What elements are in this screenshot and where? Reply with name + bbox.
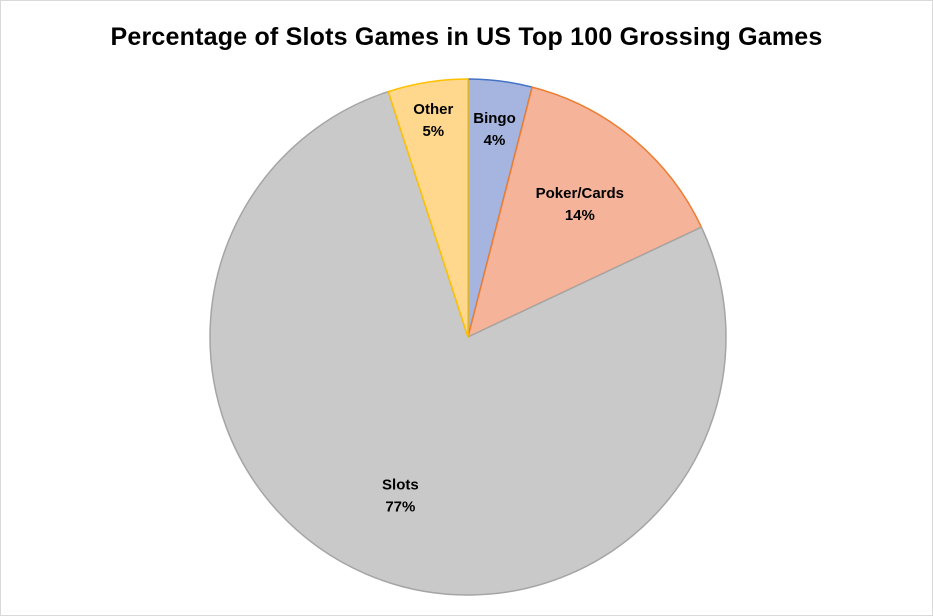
slice-label-slots-name: Slots xyxy=(382,476,419,493)
chart-title: Percentage of Slots Games in US Top 100 … xyxy=(110,23,823,51)
slice-label-bingo-value: 4% xyxy=(484,132,506,149)
slice-label-other-name: Other xyxy=(413,101,453,118)
pie-labels: Bingo 4% Poker/Cards 14% Slots 77% Other 5% xyxy=(382,101,624,515)
slice-label-other-value: 5% xyxy=(422,123,444,140)
pie-slice-other xyxy=(387,78,469,338)
slice-label-poker-cards-name: Poker/Cards xyxy=(536,185,624,202)
pie-slices xyxy=(209,78,727,596)
slice-label-poker-cards-value: 14% xyxy=(565,207,595,224)
slice-label-slots-value: 77% xyxy=(385,498,415,515)
pie-slice-slots xyxy=(209,90,727,596)
slice-label-bingo-name: Bingo xyxy=(473,110,516,127)
pie-slice-poker-cards xyxy=(467,86,703,338)
